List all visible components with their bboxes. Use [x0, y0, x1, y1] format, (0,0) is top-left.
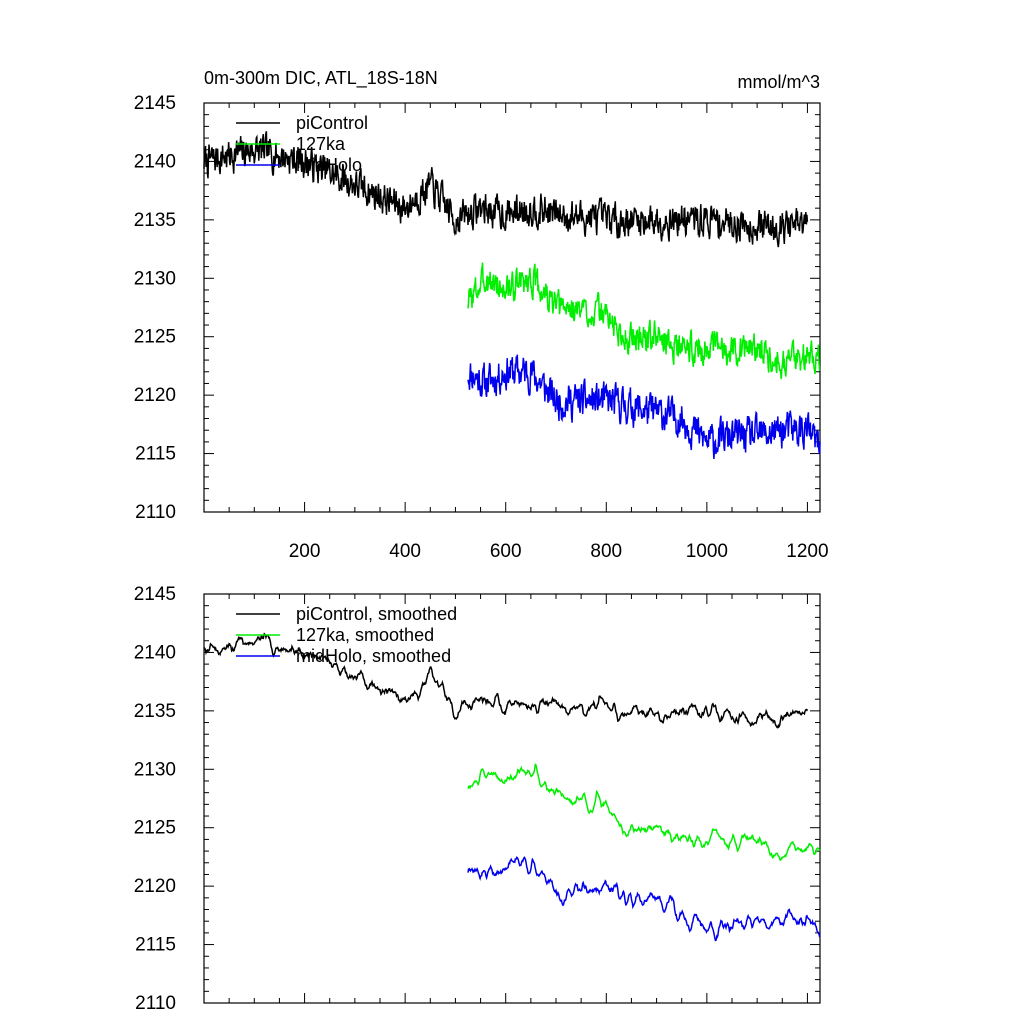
x-tick-label: 200: [289, 541, 321, 562]
y-tick-label: 2125: [134, 327, 176, 348]
series-line-127ka: [467, 262, 821, 380]
plot-frame: [203, 102, 821, 513]
legend-label: 127ka, smoothed: [296, 625, 434, 645]
y-tick-label: 2130: [134, 268, 176, 289]
y-tick-label: 2145: [134, 93, 176, 114]
legend-label: piControl, smoothed: [296, 604, 457, 624]
y-tick-label: 2145: [134, 584, 176, 605]
x-tick-label: 600: [490, 541, 522, 562]
series-line-midholo: [467, 354, 821, 459]
y-tick-label: 2115: [135, 444, 176, 465]
x-tick-label: 400: [389, 541, 421, 562]
y-tick-label: 2115: [135, 935, 176, 956]
x-tick-label: 1200: [786, 541, 828, 562]
series-line-picontrol: [203, 632, 809, 729]
chart-title: 0m-300m DIC, ATL_18S-18N: [204, 68, 438, 89]
units-label: mmol/m^3: [738, 72, 820, 92]
x-tick-label: 800: [590, 541, 622, 562]
legend-label: midHolo: [296, 155, 362, 175]
y-tick-label: 2120: [134, 385, 176, 406]
plot-frame: [203, 593, 821, 1004]
series-line-midholo: [467, 856, 821, 942]
series-line-127ka: [467, 763, 821, 862]
y-tick-label: 2140: [134, 151, 176, 172]
x-tick-label: 1000: [686, 541, 728, 562]
y-tick-label: 2110: [135, 993, 176, 1014]
y-tick-label: 2125: [134, 818, 176, 839]
y-tick-label: 2120: [134, 876, 176, 897]
y-tick-label: 2135: [134, 701, 176, 722]
y-tick-label: 2130: [134, 759, 176, 780]
y-tick-label: 2135: [134, 210, 176, 231]
legend-label: 127ka: [296, 134, 346, 154]
series-line-picontrol: [203, 131, 809, 248]
legend-label: midHolo, smoothed: [296, 646, 451, 666]
y-tick-label: 2110: [135, 502, 176, 523]
y-tick-label: 2140: [134, 642, 176, 663]
panel-smoothed: 2110 2115 2120 2125 2130 2135 2140 2145 piContro…: [134, 584, 821, 1014]
legend-label: piControl: [296, 113, 368, 133]
panel-raw: 2110 2115 2120 2125 2130 2135 2140 2145 200 400 60…: [134, 93, 829, 562]
